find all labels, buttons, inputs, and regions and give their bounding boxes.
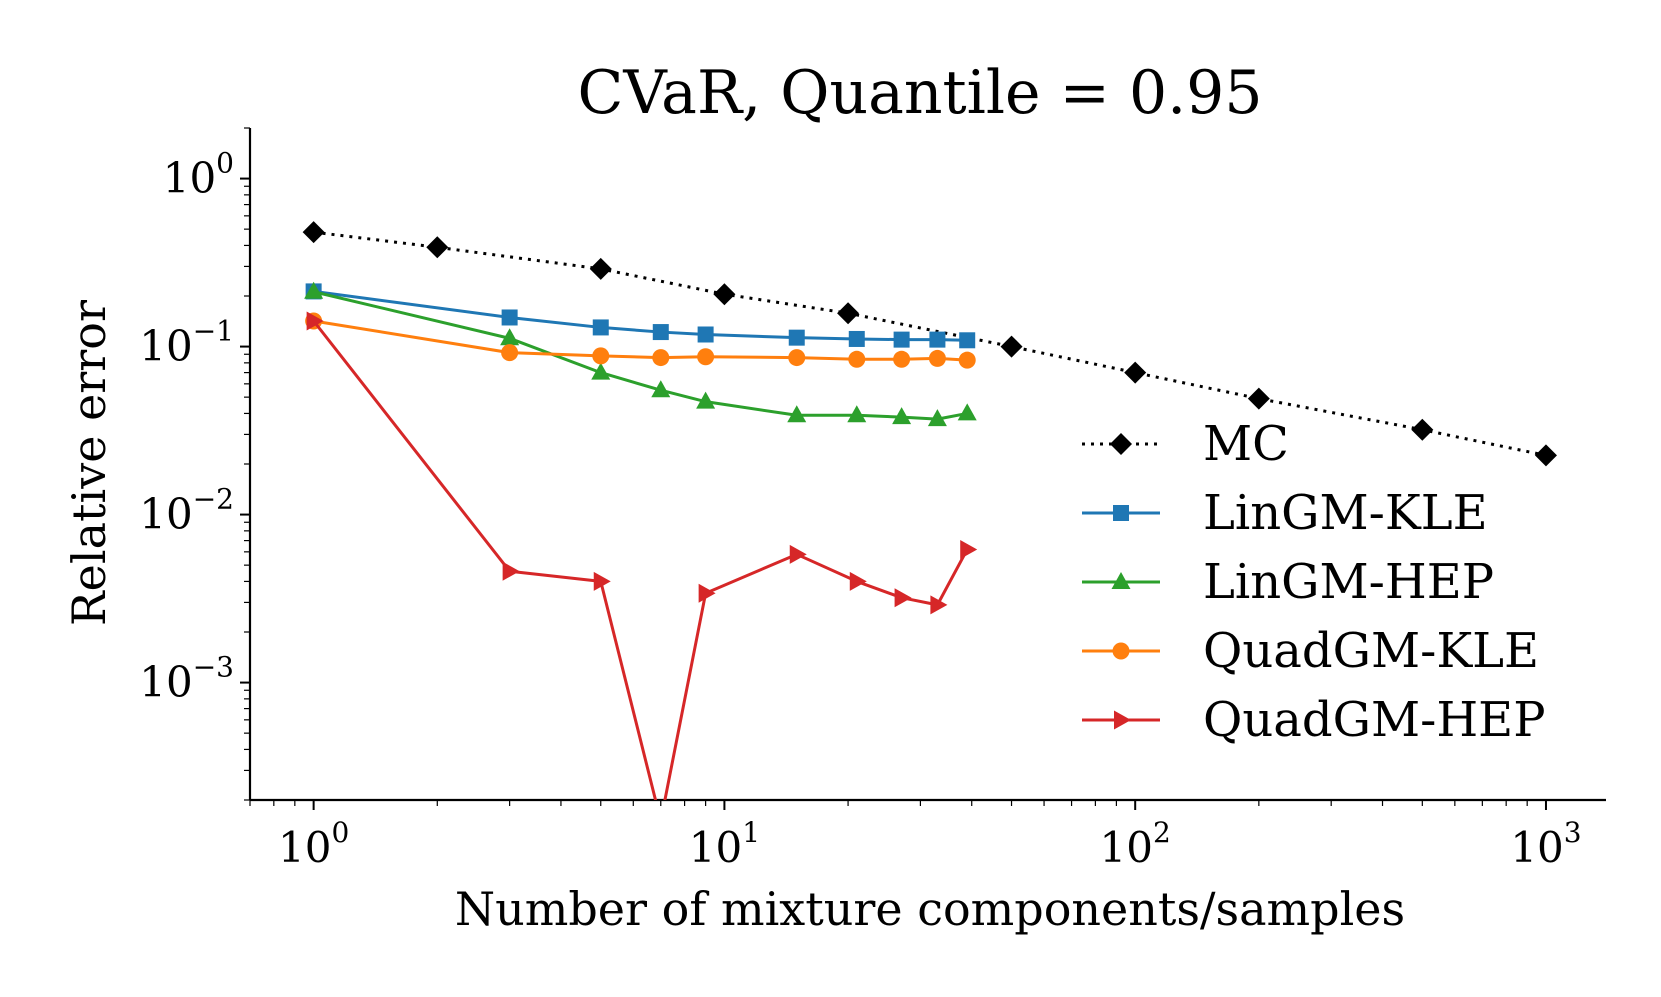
data-point-quadgm-hep-7 xyxy=(894,588,912,608)
data-point-lingm-hep-3 xyxy=(651,380,671,398)
x-tick-label-3: 103 xyxy=(1510,816,1581,872)
data-point-lingm-hep-6 xyxy=(847,405,867,423)
legend-label-quadgm-kle: QuadGM-KLE xyxy=(1203,623,1539,679)
data-point-lingm-hep-1 xyxy=(500,328,520,346)
data-point-mc-3 xyxy=(713,283,736,306)
x-tick-label-1: 101 xyxy=(689,816,760,872)
data-point-mc-0 xyxy=(302,221,325,244)
legend-marker-quadgm-hep xyxy=(1114,710,1131,730)
legend-marker-lingm-hep xyxy=(1111,572,1131,589)
y-tick-label-3: 10−3 xyxy=(139,651,234,707)
data-point-mc-8 xyxy=(1411,418,1434,441)
data-point-mc-7 xyxy=(1247,387,1270,410)
data-point-lingm-kle-8 xyxy=(929,331,946,348)
data-point-lingm-hep-0 xyxy=(304,281,324,299)
legend-label-lingm-hep: LinGM-HEP xyxy=(1203,554,1494,610)
chart-title: CVaR, Quantile = 0.95 xyxy=(577,58,1262,128)
data-point-mc-5 xyxy=(1000,335,1023,358)
data-point-mc-4 xyxy=(837,302,860,325)
series-line-lingm-hep xyxy=(313,290,968,421)
data-point-lingm-hep-8 xyxy=(927,409,947,427)
data-point-quadgm-kle-8 xyxy=(928,349,946,367)
data-point-lingm-kle-9 xyxy=(959,332,976,349)
data-point-quadgm-kle-3 xyxy=(652,349,670,367)
data-point-quadgm-hep-4 xyxy=(698,583,716,603)
legend-label-lingm-kle: LinGM-KLE xyxy=(1203,485,1488,541)
y-tick-label-1: 10−1 xyxy=(139,315,234,371)
axis-ticks: 100 101 102 103 100 10−1 10−2 10−3 xyxy=(139,127,1582,872)
legend-marker-quadgm-kle xyxy=(1112,642,1130,660)
data-point-quadgm-hep-8 xyxy=(930,595,948,615)
data-point-quadgm-hep-3 xyxy=(654,811,671,830)
series-line-mc xyxy=(313,230,1547,457)
series-line-quadgm-kle xyxy=(313,319,968,362)
data-point-quadgm-kle-5 xyxy=(788,349,806,367)
series-line-lingm-kle xyxy=(313,289,968,342)
data-point-quadgm-kle-2 xyxy=(592,347,610,365)
legend-label-quadgm-hep: QuadGM-HEP xyxy=(1203,692,1546,748)
data-point-mc-9 xyxy=(1534,444,1557,467)
data-point-quadgm-kle-1 xyxy=(501,344,519,362)
data-point-quadgm-hep-9 xyxy=(960,539,978,559)
data-point-quadgm-hep-5 xyxy=(789,544,807,564)
data-point-lingm-kle-1 xyxy=(501,309,518,326)
x-axis-label: Number of mixture components/samples xyxy=(455,882,1405,936)
y-axis-label: Relative error xyxy=(62,300,116,626)
legend-item-quadgm-hep: QuadGM-HEP xyxy=(1082,692,1546,748)
y-tick-label-2: 10−2 xyxy=(139,483,234,539)
data-point-quadgm-kle-6 xyxy=(848,350,866,368)
data-point-quadgm-kle-7 xyxy=(893,350,911,368)
data-point-lingm-hep-5 xyxy=(787,405,807,423)
data-point-lingm-hep-7 xyxy=(892,407,912,425)
x-tick-label-2: 102 xyxy=(1100,816,1171,872)
data-point-lingm-hep-4 xyxy=(696,391,716,409)
legend-label-mc: MC xyxy=(1203,416,1289,472)
data-point-lingm-kle-6 xyxy=(848,330,865,347)
data-point-quadgm-kle-9 xyxy=(958,351,976,369)
legend-item-lingm-kle: LinGM-KLE xyxy=(1082,485,1488,541)
data-point-lingm-kle-2 xyxy=(592,319,609,336)
legend-marker-lingm-kle xyxy=(1113,505,1129,521)
data-point-mc-2 xyxy=(589,257,612,280)
data-point-lingm-kle-5 xyxy=(788,329,805,346)
series-quadgm-hep xyxy=(306,311,978,830)
data-point-lingm-hep-2 xyxy=(591,362,611,380)
legend-item-lingm-hep: LinGM-HEP xyxy=(1082,554,1494,610)
data-point-quadgm-hep-1 xyxy=(502,561,520,581)
data-point-quadgm-hep-6 xyxy=(849,571,867,591)
legend: MC LinGM-KLE LinGM-HEP QuadGM-KLE QuadGM-HEP xyxy=(1082,416,1546,748)
legend-item-quadgm-kle: QuadGM-KLE xyxy=(1082,623,1539,679)
data-point-lingm-kle-7 xyxy=(893,331,910,348)
data-point-lingm-kle-4 xyxy=(697,326,714,343)
data-point-quadgm-kle-4 xyxy=(697,348,715,366)
data-point-mc-1 xyxy=(426,236,449,259)
legend-marker-mc xyxy=(1110,433,1132,455)
series-lingm-kle xyxy=(305,283,976,349)
y-tick-label-0: 100 xyxy=(163,147,234,203)
series-line-quadgm-hep xyxy=(312,320,969,800)
data-point-mc-6 xyxy=(1124,361,1147,384)
data-point-lingm-kle-3 xyxy=(652,324,669,341)
series-mc xyxy=(302,221,1557,467)
data-point-lingm-hep-9 xyxy=(957,403,977,421)
data-point-quadgm-hep-2 xyxy=(593,571,611,591)
series-group xyxy=(302,221,1557,830)
legend-item-mc: MC xyxy=(1082,416,1289,472)
data-point-quadgm-hep-0 xyxy=(306,311,324,331)
series-quadgm-kle xyxy=(305,312,976,369)
x-tick-label-0: 100 xyxy=(278,816,349,872)
